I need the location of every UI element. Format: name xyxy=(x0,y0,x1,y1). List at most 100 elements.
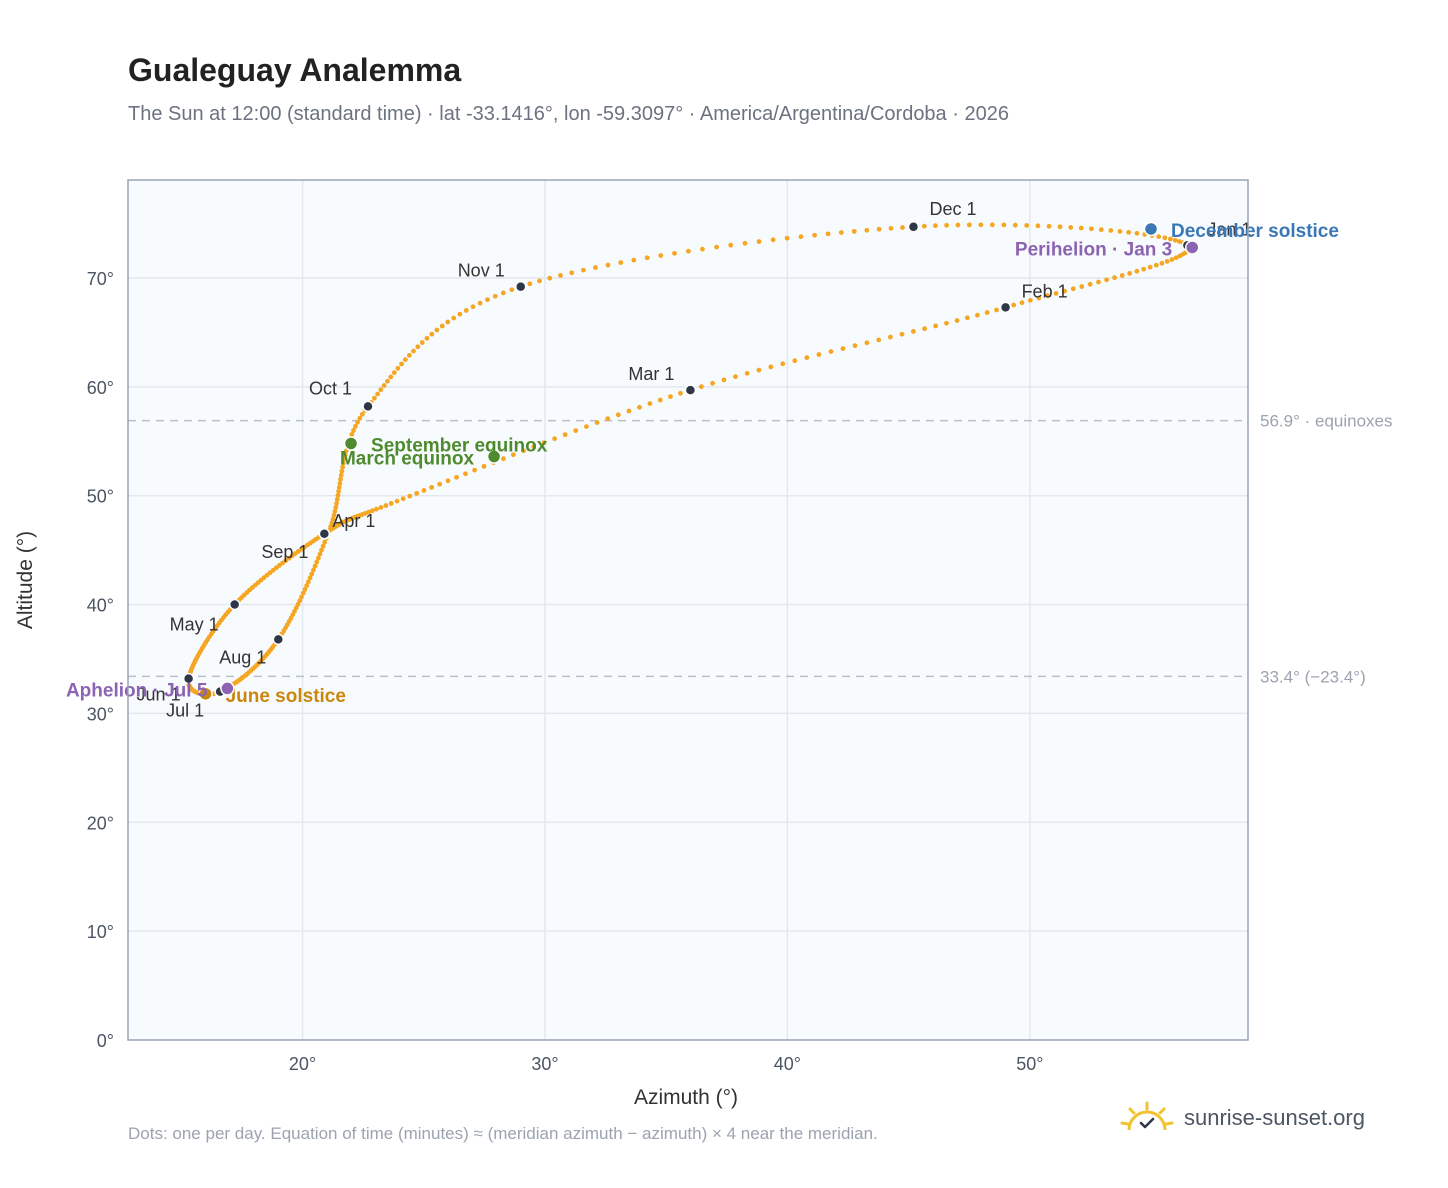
daily-dot xyxy=(1147,264,1153,270)
daily-dot xyxy=(492,293,498,299)
month-marker xyxy=(182,672,195,685)
daily-dot xyxy=(300,590,306,596)
daily-dot xyxy=(618,260,624,265)
month-label: Dec 1 xyxy=(929,199,976,219)
daily-dot xyxy=(828,349,834,354)
daily-dot xyxy=(378,387,384,393)
month-label: Jun 1 xyxy=(137,685,181,705)
daily-dot xyxy=(463,471,468,477)
daily-dot xyxy=(864,227,870,233)
daily-dot xyxy=(470,304,476,310)
daily-dot xyxy=(378,505,384,510)
daily-dot xyxy=(1153,262,1159,268)
daily-dot xyxy=(342,452,348,458)
x-axis-label: Azimuth (°) xyxy=(634,1086,738,1109)
daily-dot xyxy=(388,374,394,380)
daily-dot xyxy=(955,222,961,228)
event-marker xyxy=(198,686,213,702)
daily-dot xyxy=(658,253,664,258)
daily-dot xyxy=(562,432,568,438)
month-marker xyxy=(362,400,374,413)
brand-name[interactable]: sunrise-sunset.org xyxy=(1184,1105,1365,1130)
daily-dot xyxy=(1167,236,1173,242)
event-marker xyxy=(1184,240,1200,255)
daily-dot xyxy=(1068,225,1074,230)
daily-dot xyxy=(921,223,927,229)
daily-dot xyxy=(1134,268,1140,274)
daily-dot xyxy=(541,440,547,446)
event-label: Perihelion · Jan 3 xyxy=(1015,239,1172,260)
daily-dot xyxy=(851,228,857,234)
daily-dot xyxy=(337,481,343,486)
daily-dot xyxy=(406,352,412,358)
daily-dot xyxy=(733,374,738,380)
daily-dot xyxy=(1173,255,1179,261)
reference-line-label: 56.9° · equinoxes xyxy=(1260,412,1393,431)
daily-dot xyxy=(336,485,342,490)
daily-dot xyxy=(295,601,301,607)
daily-dot xyxy=(922,326,928,332)
daily-dot xyxy=(353,423,358,429)
daily-dot xyxy=(768,364,774,370)
daily-dot xyxy=(812,232,818,238)
daily-dot xyxy=(932,223,938,229)
daily-dot xyxy=(644,255,650,261)
daily-dot xyxy=(439,323,445,329)
daily-dot xyxy=(1046,223,1052,229)
daily-dot xyxy=(369,508,375,514)
daily-dot xyxy=(594,420,600,426)
daily-dot xyxy=(403,357,408,363)
x-tick-label: 30° xyxy=(531,1054,558,1074)
daily-dot xyxy=(341,456,347,462)
daily-dot xyxy=(626,408,632,414)
daily-dot xyxy=(374,506,379,512)
sun-logo-icon xyxy=(1120,1101,1174,1131)
daily-dot xyxy=(1104,277,1109,283)
brand[interactable]: sunrise-sunset.org xyxy=(1120,1100,1365,1136)
daily-dot xyxy=(429,331,435,337)
daily-dot xyxy=(500,456,506,462)
month-label: Jul 1 xyxy=(166,701,204,721)
daily-dot xyxy=(333,505,339,510)
month-label: Feb 1 xyxy=(1022,281,1068,301)
daily-dot xyxy=(710,380,715,386)
daily-dot xyxy=(728,242,734,248)
event-marker xyxy=(486,449,502,464)
daily-dot xyxy=(756,367,762,373)
daily-dot xyxy=(399,361,404,367)
daily-dot xyxy=(816,352,822,357)
daily-dot xyxy=(569,270,575,276)
daily-dot xyxy=(375,391,380,397)
daily-dot xyxy=(445,319,451,325)
daily-dot xyxy=(744,370,750,376)
daily-dot xyxy=(388,501,394,506)
daily-dot xyxy=(481,463,487,469)
chart-subtitle: The Sun at 12:00 (standard time) · lat -… xyxy=(128,103,1009,125)
month-label: Sep 1 xyxy=(261,542,308,562)
daily-dot xyxy=(994,307,999,313)
daily-dot xyxy=(299,594,304,600)
daily-dot xyxy=(314,559,320,565)
daily-dot xyxy=(1127,270,1133,276)
daily-dot xyxy=(1119,273,1125,278)
x-tick-label: 40° xyxy=(774,1054,801,1074)
daily-dot xyxy=(509,287,515,293)
daily-dot xyxy=(581,267,586,273)
daily-dot xyxy=(780,361,786,367)
daily-dot xyxy=(989,222,995,228)
daily-dot xyxy=(421,488,427,493)
daily-dot xyxy=(1001,222,1007,228)
daily-dot xyxy=(974,312,980,318)
daily-dot xyxy=(1035,223,1041,229)
daily-dot xyxy=(331,512,337,518)
daily-dot xyxy=(668,394,673,400)
event-label: June solstice xyxy=(226,686,346,707)
daily-dot xyxy=(742,240,748,246)
daily-dot xyxy=(558,273,563,278)
daily-dot xyxy=(840,346,846,352)
daily-dot xyxy=(537,278,542,284)
plot-area xyxy=(128,180,1248,1040)
y-tick-label: 20° xyxy=(87,813,114,833)
daily-dot xyxy=(424,335,430,341)
month-label: Jan 1 xyxy=(1207,219,1251,239)
